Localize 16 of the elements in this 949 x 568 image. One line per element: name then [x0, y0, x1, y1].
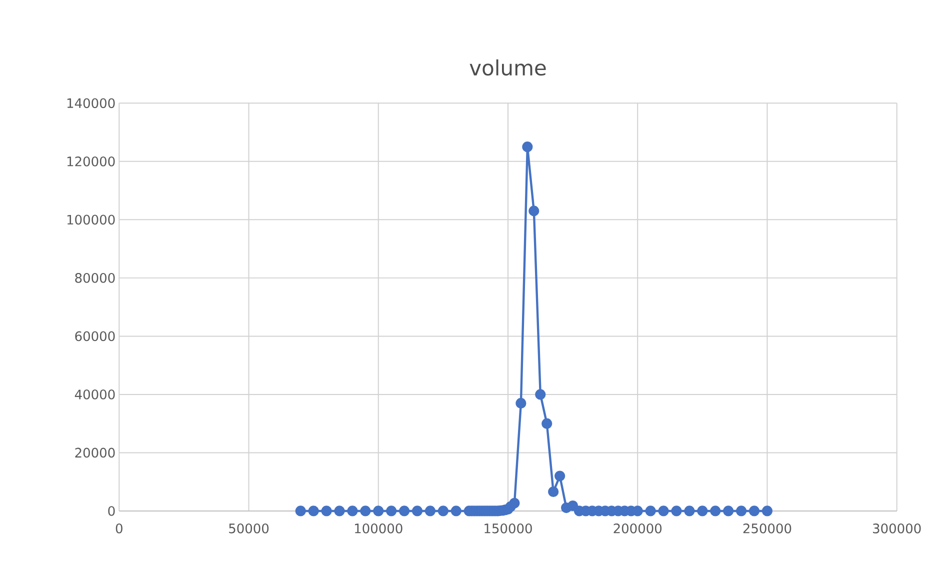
y-tick-label: 100000	[67, 214, 115, 225]
y-tick-label: 0	[108, 506, 115, 516]
x-tick-label: 250000	[743, 523, 792, 534]
x-tick-label: 300000	[873, 523, 921, 534]
x-tick-label: 50000	[229, 523, 269, 534]
y-tick-label: 80000	[75, 272, 115, 283]
y-tick-label: 40000	[74, 389, 115, 400]
x-tick-label: 200000	[614, 523, 662, 534]
x-tick-label: 150000	[484, 523, 532, 534]
y-tick-label: 120000	[67, 156, 115, 166]
x-tick-label: 100000	[355, 523, 402, 534]
x-tick-label: 0	[116, 523, 122, 534]
y-tick-label: 60000	[75, 331, 115, 342]
chart-title: volume	[470, 59, 546, 76]
y-tick-label: 140000	[67, 98, 115, 108]
y-tick-label: 20000	[75, 448, 115, 458]
